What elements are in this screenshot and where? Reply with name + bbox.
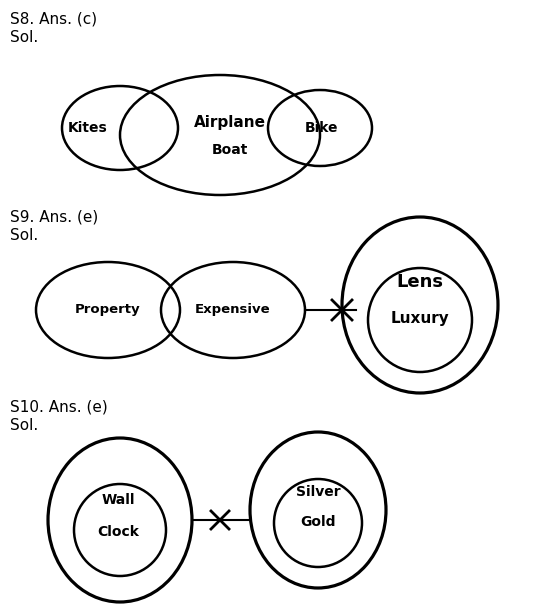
Text: Bike: Bike (305, 121, 339, 135)
Text: Luxury: Luxury (391, 311, 449, 325)
Text: Boat: Boat (212, 143, 248, 157)
Text: Wall: Wall (101, 493, 135, 507)
Text: S9. Ans. (e): S9. Ans. (e) (10, 210, 98, 225)
Text: Silver: Silver (296, 485, 340, 499)
Text: Property: Property (75, 304, 141, 316)
Text: S8. Ans. (c): S8. Ans. (c) (10, 12, 97, 27)
Text: Expensive: Expensive (195, 304, 271, 316)
Text: Lens: Lens (397, 273, 443, 291)
Text: Kites: Kites (68, 121, 108, 135)
Text: S10. Ans. (e): S10. Ans. (e) (10, 400, 108, 415)
Text: Sol.: Sol. (10, 228, 38, 243)
Text: Clock: Clock (97, 525, 139, 539)
Text: Sol.: Sol. (10, 418, 38, 433)
Text: Gold: Gold (300, 515, 336, 529)
Text: Airplane: Airplane (194, 115, 266, 129)
Text: Sol.: Sol. (10, 30, 38, 45)
